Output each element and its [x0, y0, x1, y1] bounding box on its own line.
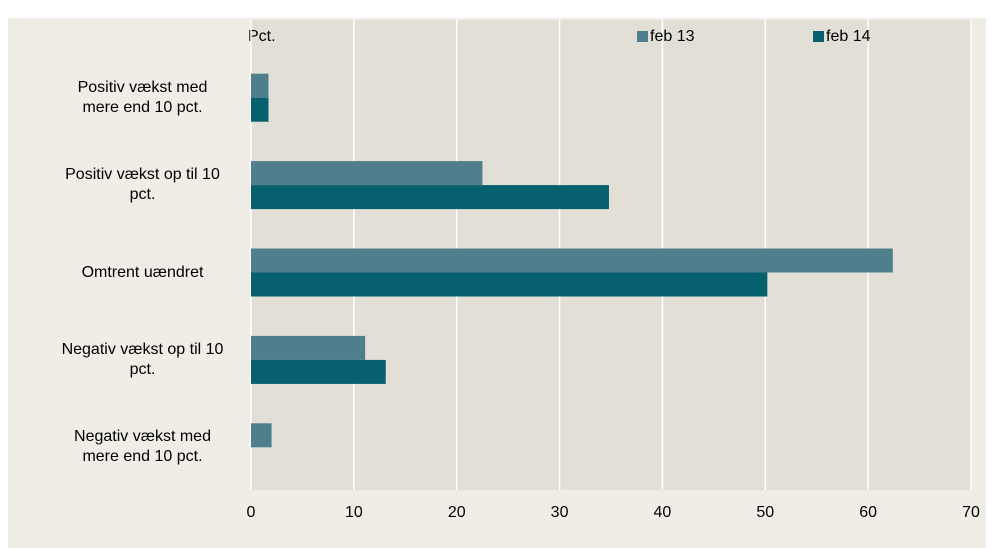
bar — [251, 335, 366, 360]
y-tick-label: Omtrent uændret — [81, 263, 204, 281]
y-tick-label: Positiv vækst op til 10 pct. — [65, 166, 220, 204]
bar — [251, 73, 269, 98]
x-tick-label: 70 — [962, 504, 980, 521]
x-tick-label: 30 — [551, 504, 569, 521]
y-tick-label: Negativ vækst op til 10 pct. — [61, 340, 224, 378]
bar — [251, 423, 272, 448]
x-tick-label: 0 — [247, 504, 256, 521]
bar — [251, 185, 609, 210]
bar — [251, 248, 893, 273]
legend-label: feb 14 — [826, 28, 871, 45]
bar — [251, 359, 386, 384]
x-tick-label: 40 — [654, 504, 672, 521]
y-tick-label: Negativ vækst med mere end 10 pct. — [74, 428, 211, 466]
bar — [251, 161, 483, 186]
x-tick-label: 60 — [859, 504, 877, 521]
x-tick-label: 20 — [448, 504, 466, 521]
bar — [251, 97, 269, 122]
y-tick-label: Positiv vækst med mere end 10 pct. — [77, 78, 208, 116]
legend-swatch — [637, 31, 648, 42]
bar — [251, 272, 768, 297]
x-tick-label: 10 — [345, 504, 363, 521]
legend-label: feb 13 — [650, 28, 695, 45]
x-tick-label: 50 — [756, 504, 774, 521]
axis-unit-label: Pct. — [248, 28, 276, 45]
legend-swatch — [813, 31, 824, 42]
